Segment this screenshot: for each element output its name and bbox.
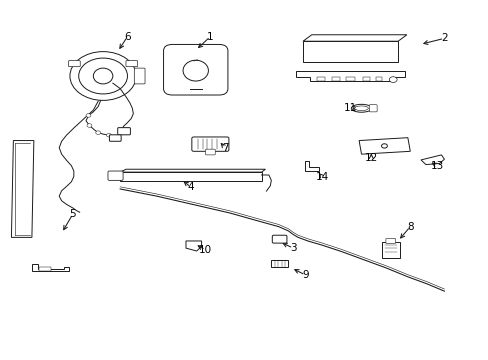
- FancyBboxPatch shape: [368, 105, 376, 112]
- Polygon shape: [11, 140, 34, 237]
- Text: 11: 11: [344, 103, 357, 113]
- FancyBboxPatch shape: [163, 44, 227, 95]
- Polygon shape: [295, 71, 405, 81]
- FancyBboxPatch shape: [118, 128, 130, 135]
- Polygon shape: [185, 241, 201, 251]
- FancyBboxPatch shape: [385, 238, 395, 243]
- FancyBboxPatch shape: [126, 60, 138, 67]
- Polygon shape: [32, 264, 69, 271]
- FancyBboxPatch shape: [317, 77, 325, 81]
- Text: 9: 9: [302, 270, 308, 280]
- FancyBboxPatch shape: [134, 68, 145, 84]
- FancyBboxPatch shape: [363, 77, 369, 81]
- Text: 5: 5: [69, 209, 76, 219]
- Circle shape: [388, 77, 396, 82]
- Text: 7: 7: [221, 143, 228, 153]
- Ellipse shape: [93, 68, 113, 84]
- Text: 13: 13: [429, 161, 443, 171]
- Text: 12: 12: [364, 153, 377, 163]
- Text: 1: 1: [206, 32, 213, 41]
- Ellipse shape: [183, 60, 208, 81]
- Polygon shape: [303, 35, 406, 41]
- Ellipse shape: [354, 106, 367, 111]
- FancyBboxPatch shape: [39, 267, 51, 271]
- Polygon shape: [270, 260, 288, 267]
- Polygon shape: [120, 172, 261, 181]
- FancyBboxPatch shape: [375, 77, 382, 81]
- Text: 2: 2: [440, 33, 447, 43]
- Text: 4: 4: [187, 182, 194, 192]
- FancyBboxPatch shape: [68, 60, 80, 67]
- Text: 14: 14: [315, 172, 328, 182]
- Circle shape: [86, 114, 91, 117]
- FancyBboxPatch shape: [272, 235, 286, 243]
- Ellipse shape: [350, 104, 371, 112]
- Circle shape: [70, 51, 136, 100]
- Circle shape: [106, 134, 111, 137]
- Circle shape: [96, 131, 101, 134]
- FancyBboxPatch shape: [331, 77, 339, 81]
- FancyBboxPatch shape: [109, 135, 121, 141]
- Polygon shape: [420, 155, 444, 165]
- Polygon shape: [120, 169, 265, 172]
- FancyBboxPatch shape: [205, 149, 215, 155]
- Polygon shape: [358, 138, 409, 154]
- Circle shape: [381, 144, 386, 148]
- Circle shape: [87, 124, 92, 127]
- Circle shape: [79, 58, 127, 94]
- Text: 6: 6: [124, 32, 130, 41]
- FancyBboxPatch shape: [346, 77, 354, 81]
- FancyBboxPatch shape: [108, 171, 123, 180]
- Polygon shape: [303, 41, 397, 62]
- Polygon shape: [305, 161, 319, 171]
- FancyBboxPatch shape: [381, 242, 399, 258]
- Text: 3: 3: [289, 243, 296, 253]
- FancyBboxPatch shape: [191, 137, 228, 151]
- Text: 10: 10: [199, 245, 212, 255]
- Text: 8: 8: [406, 222, 413, 231]
